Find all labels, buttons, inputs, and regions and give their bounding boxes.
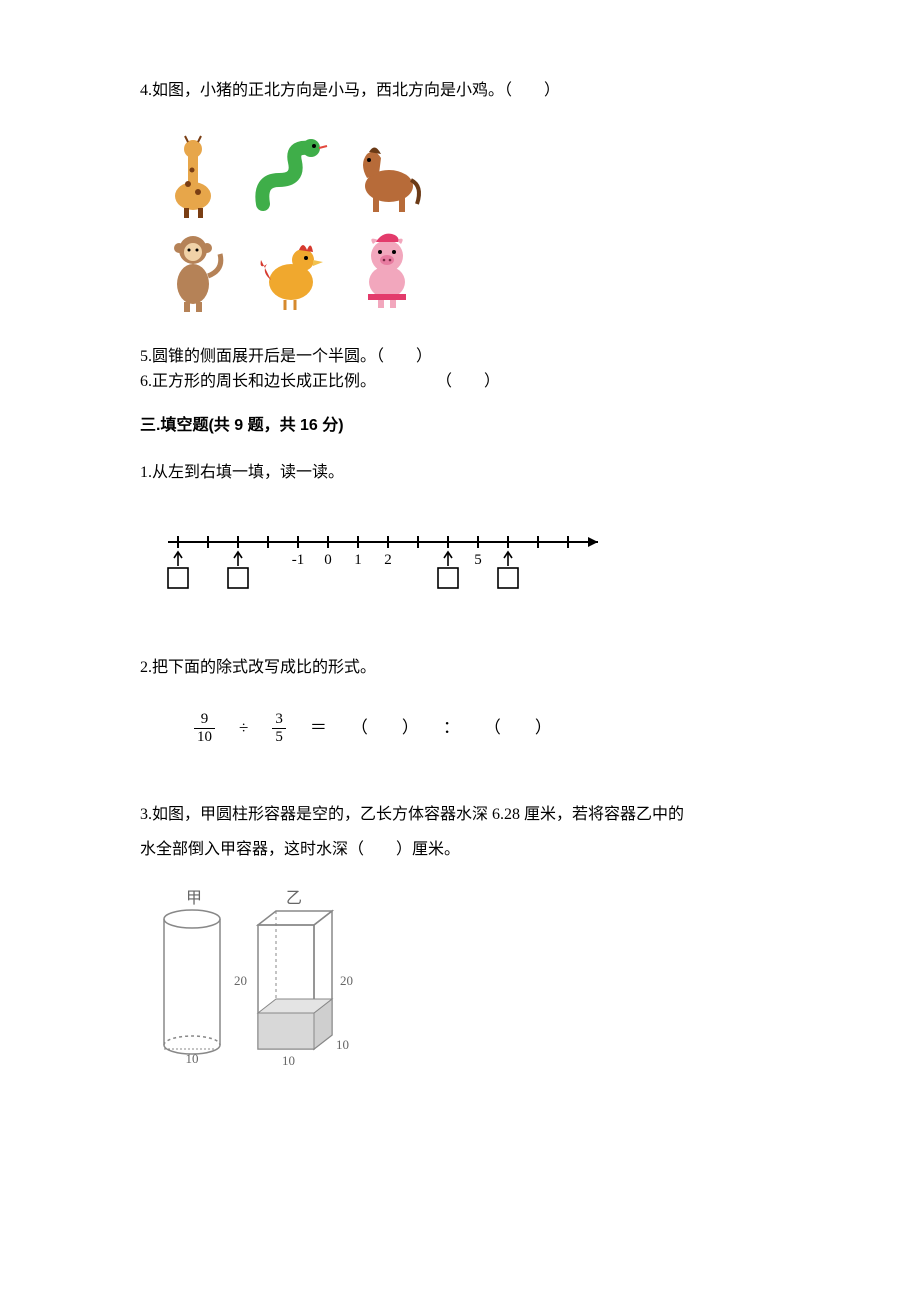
equals-sign: ＝ [310,716,327,740]
question-5-text: 5.圆锥的侧面展开后是一个半圆。（ ） [140,346,780,368]
jia-height-label: 20 [234,973,247,988]
containers-diagram: 甲 乙 10 20 [148,885,780,1082]
numline-label-2: 2 [384,552,392,568]
giraffe-icon [150,132,236,222]
numline-label-1: 1 [354,552,362,568]
frac-den: 5 [272,728,286,745]
frac-num: 3 [272,712,286,728]
animal-row-2 [150,226,430,316]
q3-3-line2: 水全部倒入甲容器，这时水深（ ）厘米。 [140,841,460,858]
animal-grid [150,132,430,316]
animal-row-1 [150,132,430,222]
colon-sign: ： [443,716,460,740]
frac-num: 9 [198,712,212,728]
page: 4.如图，小猪的正北方向是小马，西北方向是小鸡。（ ） [0,0,920,1302]
fraction-3-5: 3 5 [272,712,286,745]
question-6-left: 6.正方形的周长和边长成正比例。 [140,373,376,390]
divide-sign: ÷ [239,716,248,740]
question-6-text: 6.正方形的周长和边长成正比例。 （ ） [140,371,780,393]
question-3-1-text: 1.从左到右填一填，读一读。 [140,462,780,484]
label-jia: 甲 [186,890,202,907]
section-3-title: 三.填空题(共 9 题，共 16 分) [140,415,780,437]
horse-icon [344,132,430,222]
numberline: -1 0 1 2 5 [158,518,780,605]
numline-label-neg1: -1 [292,552,305,568]
label-yi: 乙 [286,890,302,907]
q3-3-line1: 3.如图，甲圆柱形容器是空的，乙长方体容器水深 6.28 厘米，若将容器乙中的 [140,806,684,823]
yi-height-label: 20 [340,973,353,988]
cylinder-jia: 10 [164,910,220,1066]
cuboid-yi: 20 10 10 [258,911,353,1068]
monkey-icon [150,226,236,316]
fraction-9-10: 9 10 [194,712,215,745]
question-6-right: （ ） [436,373,500,390]
blank-1: （ ） [351,716,419,740]
numline-label-5: 5 [474,552,482,568]
blank-2: （ ） [484,716,552,740]
snake-icon [247,132,333,222]
fraction-expression: 9 10 ÷ 3 5 ＝ （ ） ： （ ） [194,712,780,745]
frac-den: 10 [194,728,215,745]
yi-width-label: 10 [282,1053,295,1068]
yi-depth-label: 10 [336,1037,349,1052]
numline-label-0: 0 [324,552,332,568]
jia-diameter-label: 10 [186,1051,199,1066]
question-3-3-text: 3.如图，甲圆柱形容器是空的，乙长方体容器水深 6.28 厘米，若将容器乙中的 … [140,797,780,867]
question-4-text: 4.如图，小猪的正北方向是小马，西北方向是小鸡。（ ） [140,80,780,102]
chicken-icon [247,226,333,316]
pig-icon [344,226,430,316]
question-3-2-text: 2.把下面的除式改写成比的形式。 [140,657,780,679]
